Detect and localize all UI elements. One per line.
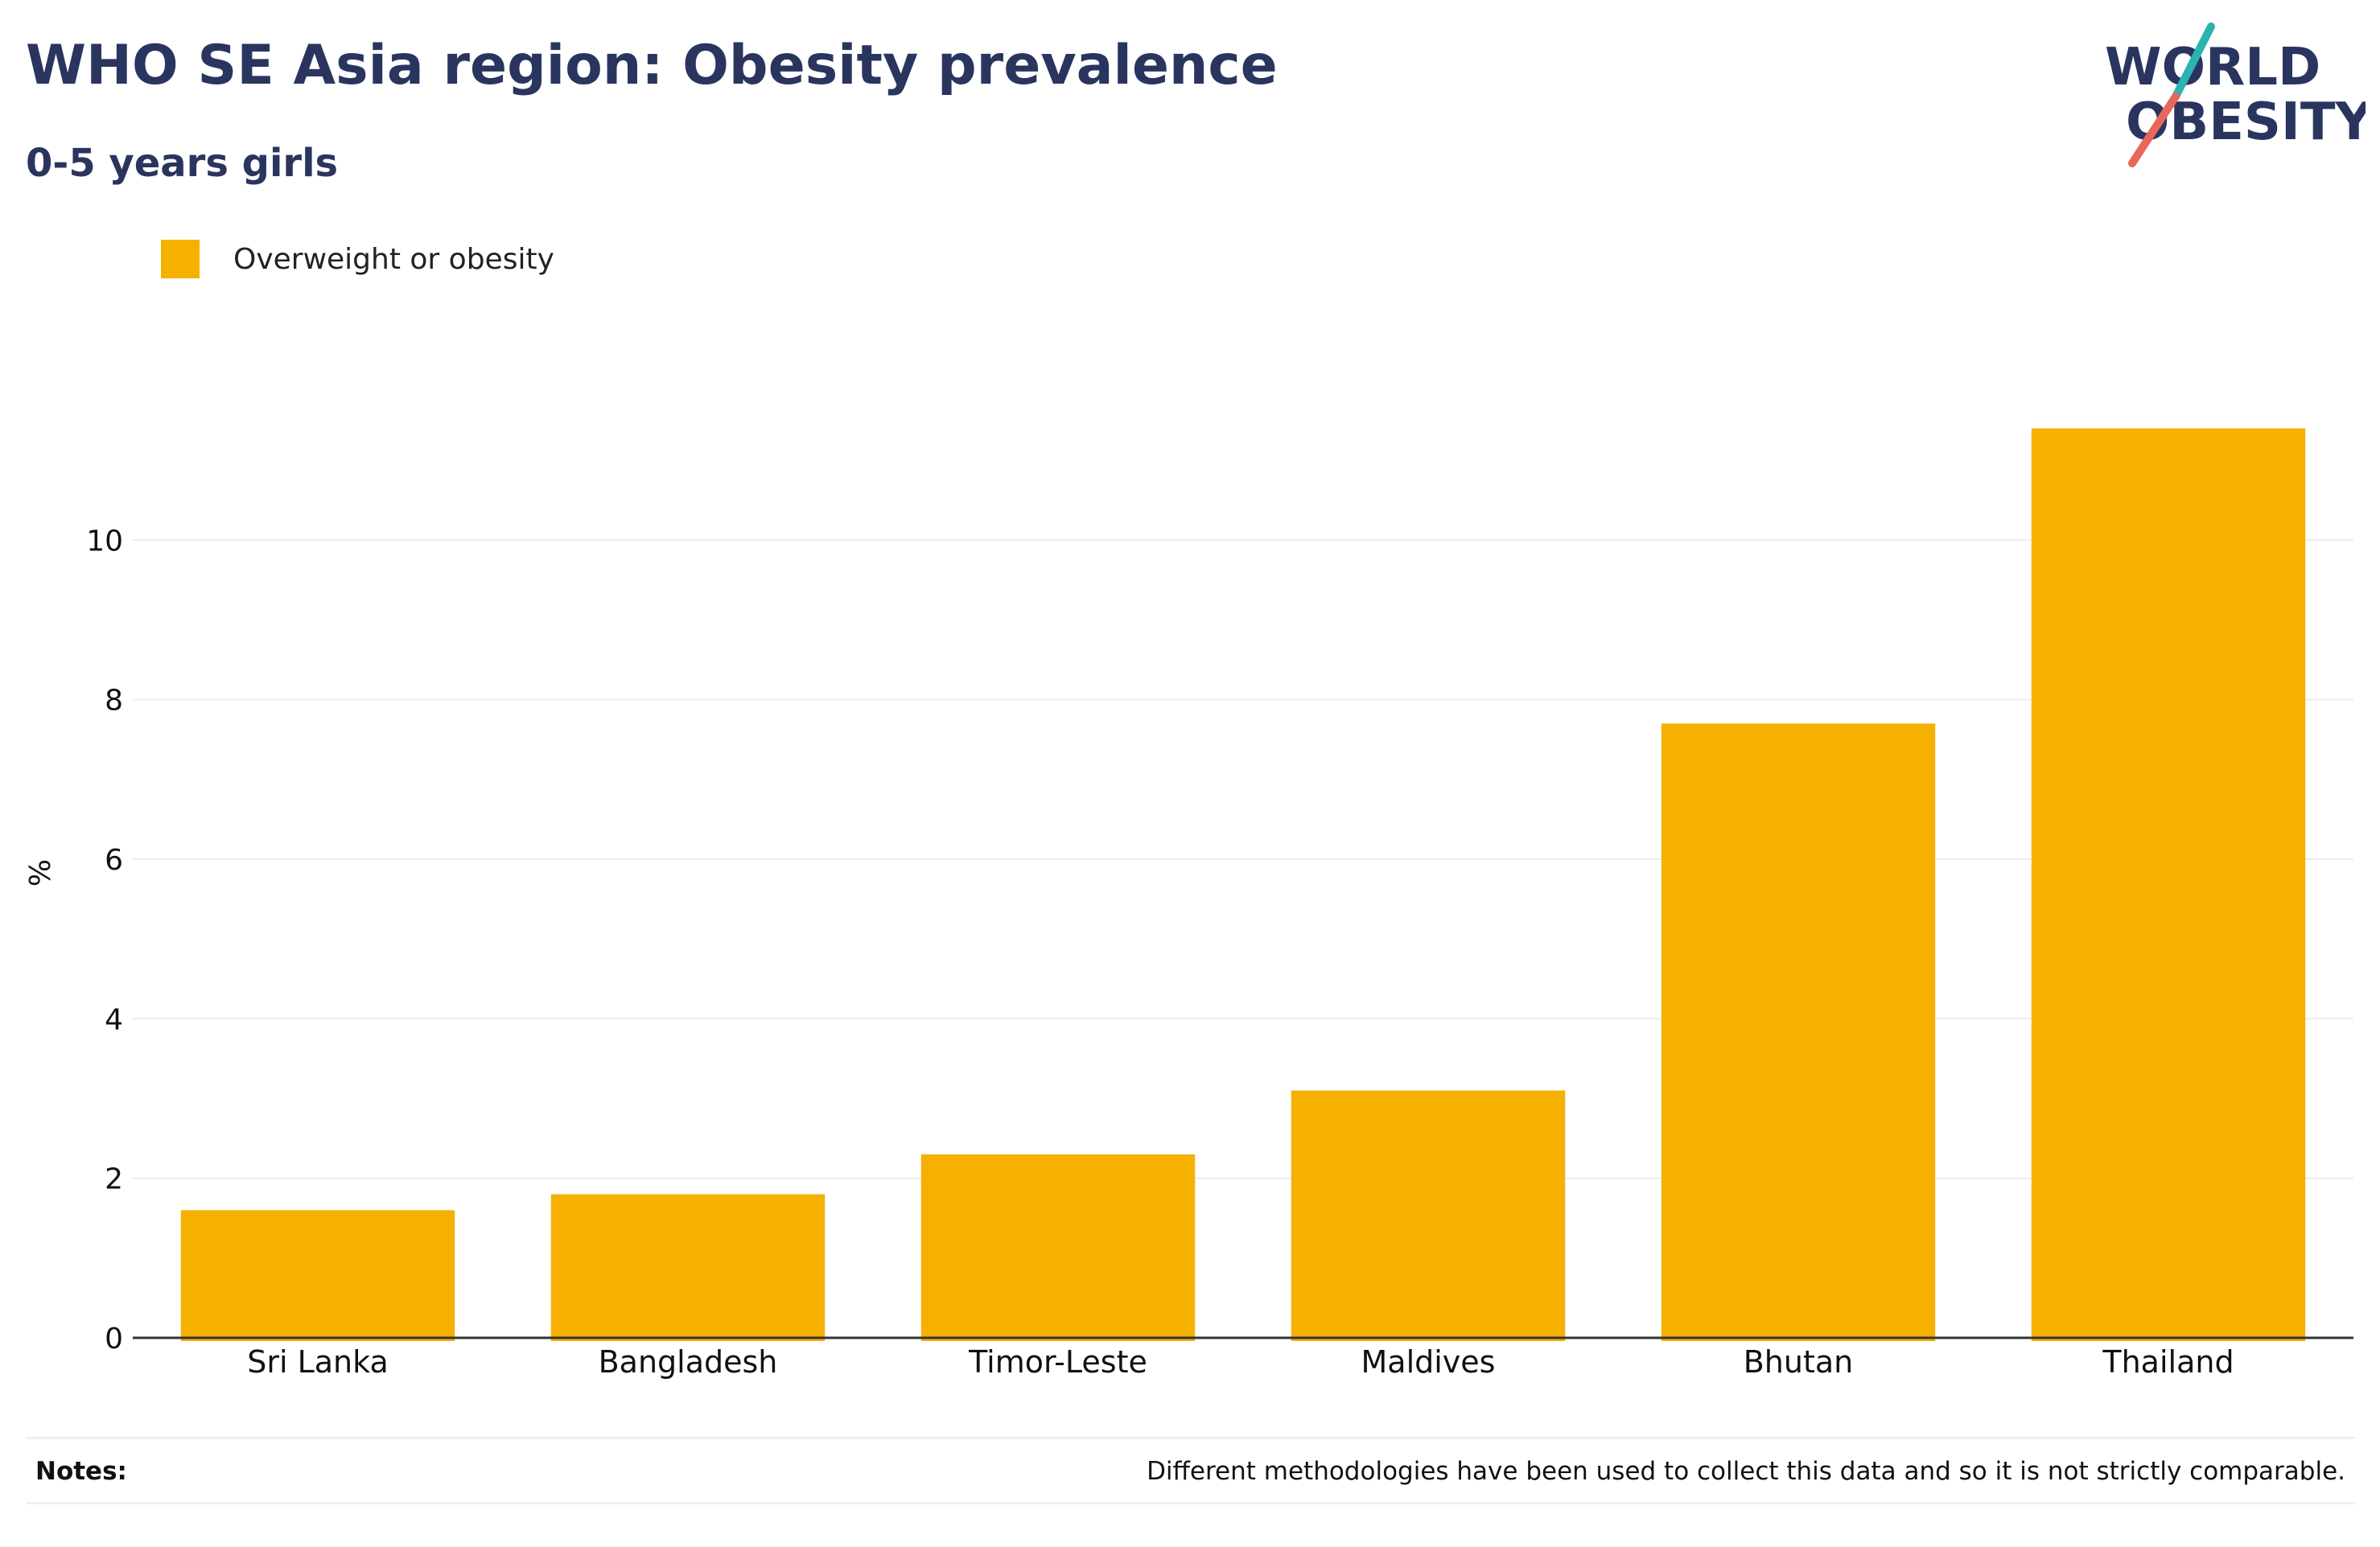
x-tick-label: Sri Lanka <box>247 1344 389 1380</box>
legend-label: Overweight or obesity <box>233 242 554 276</box>
y-tick-label: 6 <box>105 844 123 877</box>
logo-slash-top <box>2172 23 2215 101</box>
bar[interactable] <box>1291 1090 1566 1341</box>
y-axis-label: % <box>24 859 57 887</box>
y-axis-ticks: 0 2 4 6 8 10 <box>86 525 123 1356</box>
gridlines <box>133 539 2353 1179</box>
notes-text: Different methodologies have been used t… <box>1147 1457 2345 1486</box>
notes-label: Notes: <box>35 1457 127 1486</box>
x-tick-label: Maldives <box>1361 1344 1496 1380</box>
x-tick-label: Timor-Leste <box>968 1344 1147 1380</box>
bar[interactable] <box>550 1194 826 1342</box>
legend-swatch <box>161 240 200 278</box>
world-obesity-logo: WORLD OBESITY <box>2105 23 2366 167</box>
logo-text-obesity: OBESITY <box>2126 93 2366 152</box>
y-tick-label: 0 <box>105 1323 123 1356</box>
bar[interactable] <box>1661 723 1936 1341</box>
x-axis-labels: Sri Lanka Bangladesh Timor-Leste Maldives Bh… <box>247 1344 2234 1380</box>
notes-panel: Notes: Different methodologies have been… <box>26 1437 2355 1504</box>
bars <box>180 428 2306 1342</box>
x-tick-label: Bhutan <box>1744 1344 1854 1380</box>
y-tick-label: 4 <box>105 1003 123 1036</box>
x-tick-label: Bangladesh <box>599 1344 778 1380</box>
logo-text-world: WORLD <box>2105 38 2320 97</box>
bar[interactable] <box>2031 428 2306 1342</box>
chart-legend[interactable]: Overweight or obesity <box>161 240 554 278</box>
bar[interactable] <box>180 1210 455 1341</box>
y-tick-label: 8 <box>105 685 123 718</box>
logo-slash-bottom <box>2128 93 2180 167</box>
bar[interactable] <box>920 1154 1196 1341</box>
y-tick-label: 10 <box>86 525 123 557</box>
chart-subtitle: 0-5 years girls <box>26 141 339 186</box>
x-tick-label: Thailand <box>2102 1344 2234 1380</box>
chart-title: WHO SE Asia region: Obesity prevalence <box>26 34 1278 97</box>
y-tick-label: 2 <box>105 1163 123 1196</box>
bar-chart: 0 2 4 6 8 10 Sri Lanka Bangladesh Timor-Leste Ma… <box>24 428 2353 1380</box>
